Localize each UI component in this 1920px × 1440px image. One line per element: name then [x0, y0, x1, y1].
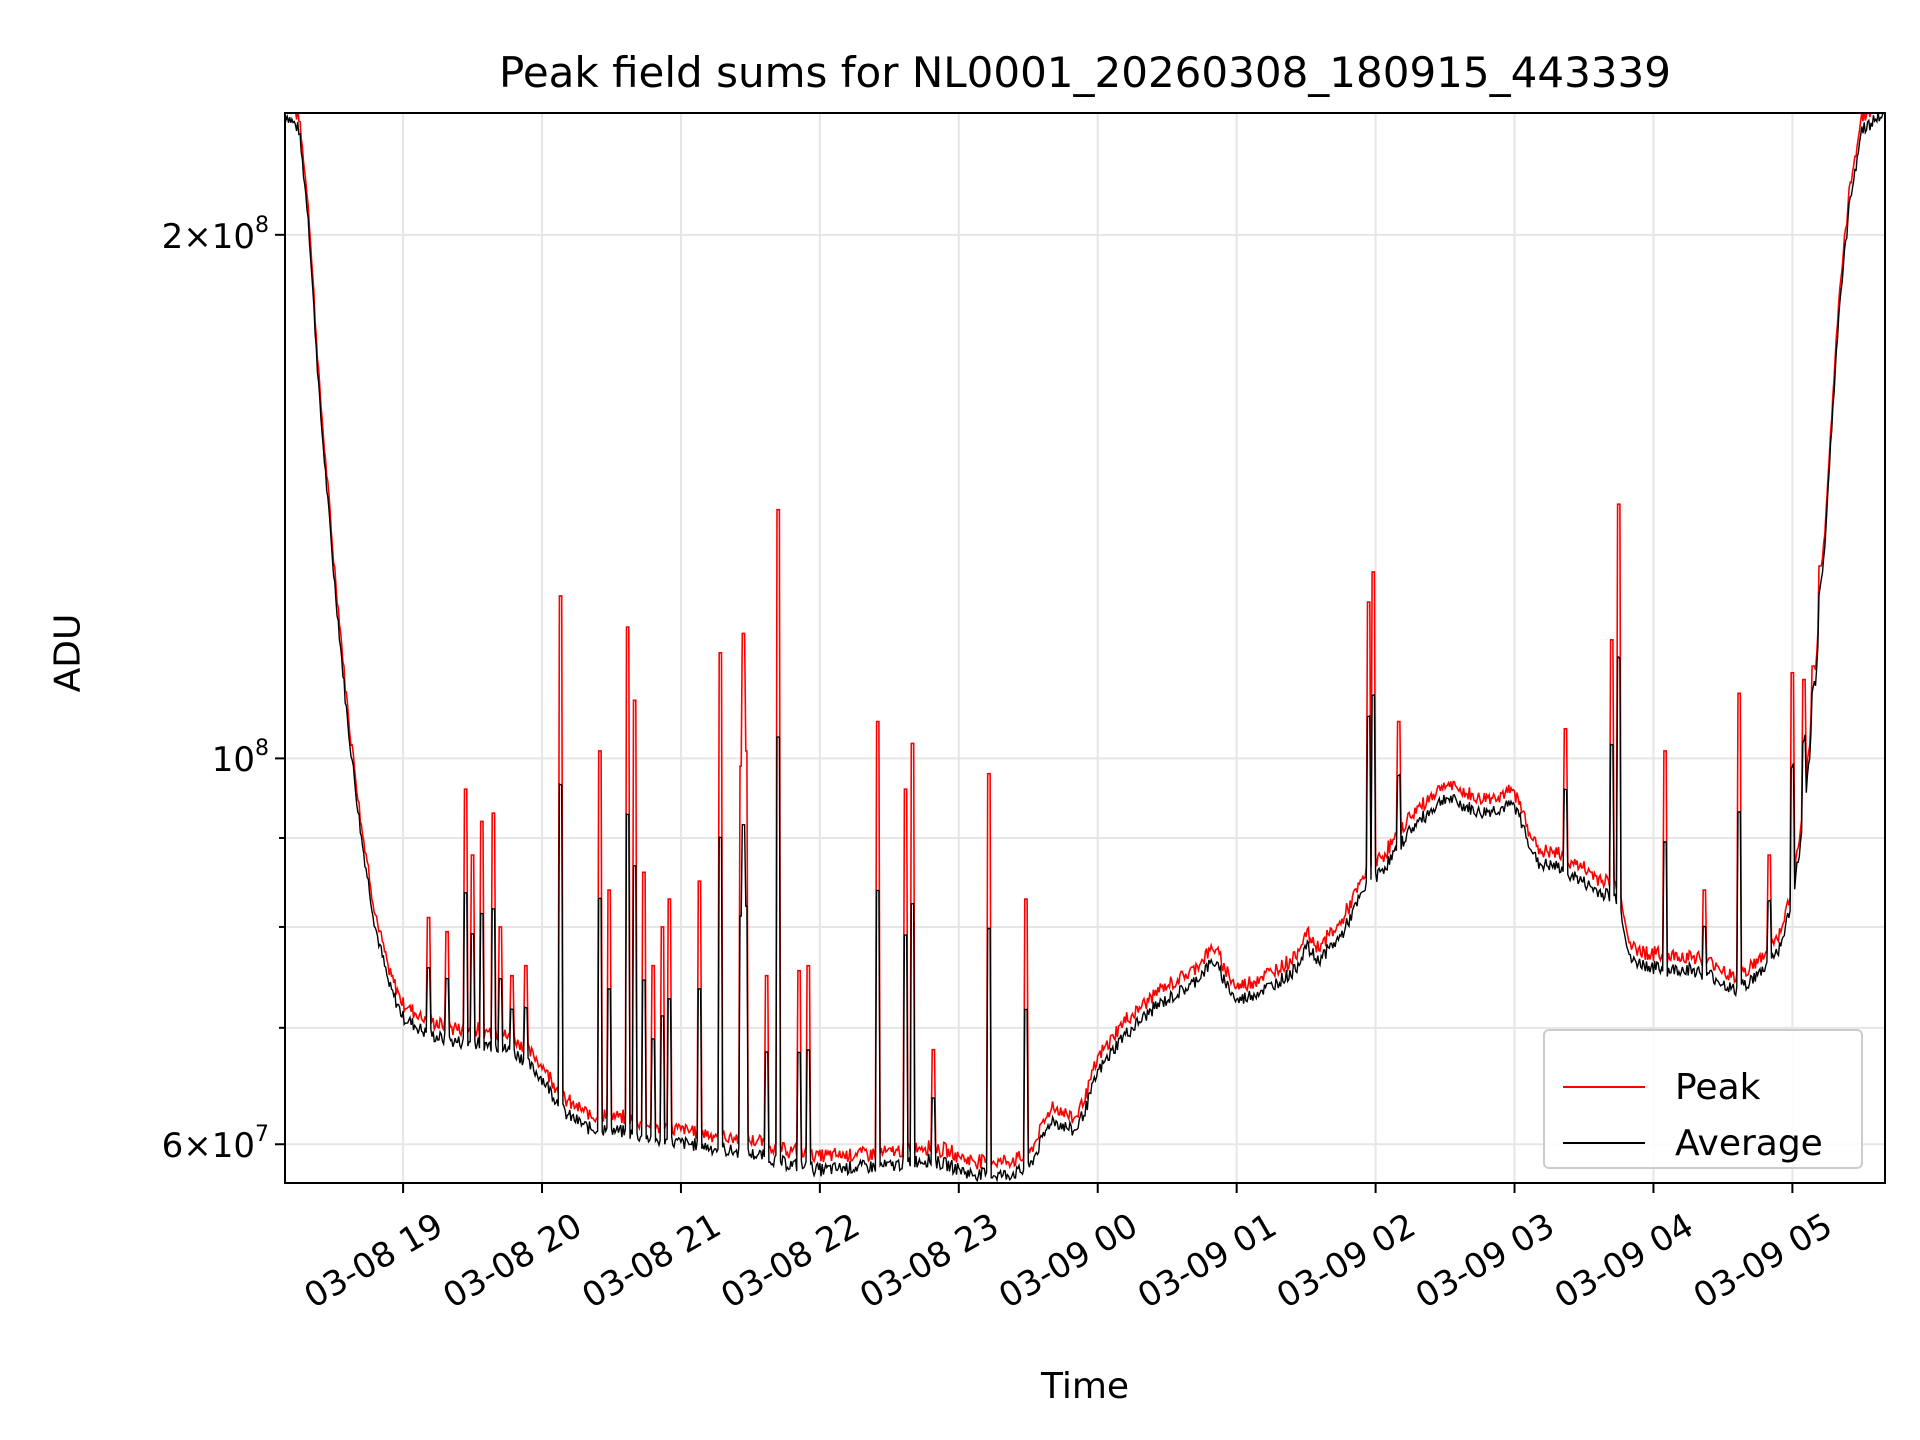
x-tick-label: 03-08 19: [298, 1206, 450, 1317]
legend: Peak Average: [1543, 1029, 1863, 1169]
x-tick-label: 03-09 03: [1409, 1206, 1561, 1317]
y-tick-mantissa: 2×10: [161, 216, 255, 257]
x-tick-label: 03-08 22: [714, 1206, 866, 1317]
series-line-peak: [294, 113, 1874, 1170]
x-tick-label: 03-08 21: [575, 1206, 727, 1317]
y-tick-exponent: 7: [255, 1122, 269, 1148]
y-tick-exponent: 8: [255, 212, 269, 238]
axes-layer: [275, 112, 1886, 1193]
x-tick-label: 03-09 00: [992, 1206, 1144, 1317]
y-axis-label: ADU: [47, 613, 89, 693]
x-tick-label: 03-09 01: [1131, 1206, 1283, 1317]
x-tick-label: 03-09 02: [1270, 1206, 1422, 1317]
x-tick-label: 03-09 05: [1687, 1206, 1839, 1317]
x-axis-label: Time: [1040, 1366, 1130, 1407]
grid-layer: [285, 113, 1885, 1183]
plot-frame: [284, 112, 1886, 1184]
legend-label-average: Average: [1675, 1122, 1823, 1164]
y-tick-exponent: 8: [255, 736, 269, 762]
legend-label-peak: Peak: [1675, 1066, 1761, 1108]
y-tick-label: 108: [212, 736, 269, 780]
series-line-average: [285, 113, 1885, 1183]
chart-title: Peak field sums for NL0001_20260308_1809…: [499, 48, 1671, 97]
y-tick-label: 6×107: [162, 1122, 269, 1166]
legend-swatch-peak: [1563, 1086, 1645, 1088]
x-tick-label: 03-08 20: [437, 1206, 589, 1317]
x-tick-label: 03-09 04: [1548, 1206, 1700, 1317]
y-tick-mantissa: 10: [211, 740, 255, 781]
x-tick-label: 03-08 23: [853, 1206, 1005, 1317]
legend-swatch-average: [1563, 1142, 1645, 1144]
y-tick-label: 2×108: [162, 213, 269, 257]
y-tick-mantissa: 6×10: [161, 1126, 255, 1167]
series-layer: [285, 113, 1885, 1183]
